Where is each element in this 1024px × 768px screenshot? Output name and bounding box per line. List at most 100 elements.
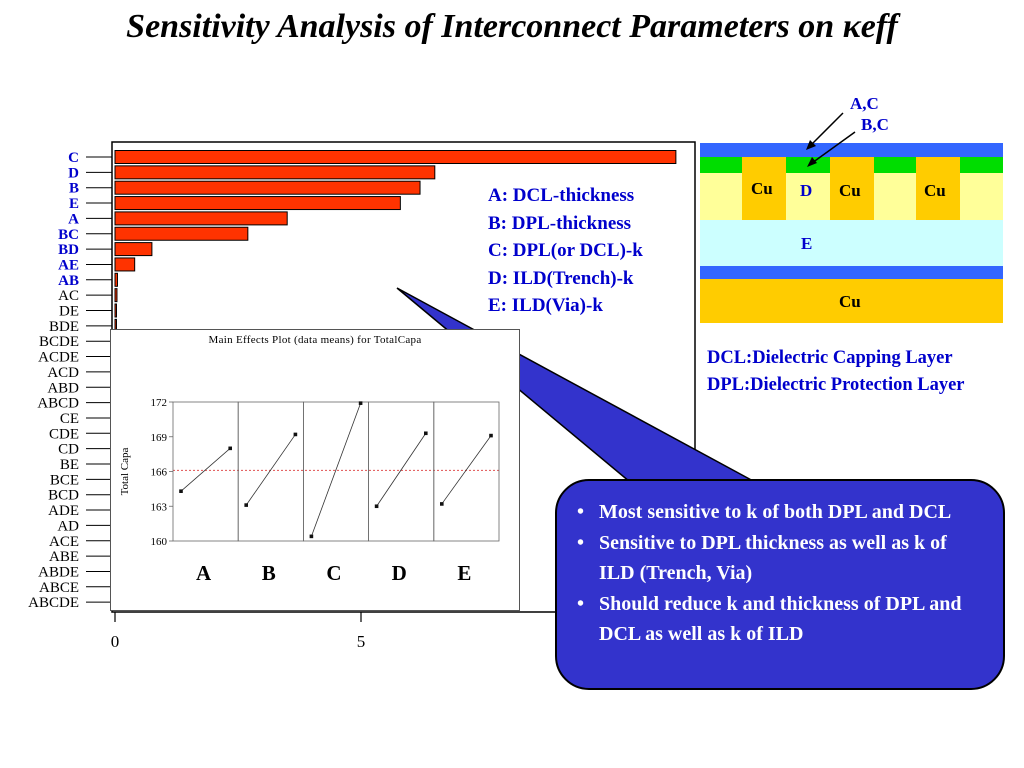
legend-item-e: E: ILD(Via)-k bbox=[488, 295, 603, 316]
category-label-acd: ACD bbox=[47, 365, 79, 381]
arrow-b-c bbox=[811, 131, 856, 164]
bar-ae bbox=[114, 257, 136, 272]
cu-bottom bbox=[700, 279, 1003, 323]
effect-panel-label-d: D bbox=[392, 561, 407, 585]
arrow-label-a-c: A,C bbox=[850, 94, 879, 113]
inset-y-axis-label: Total Capa bbox=[119, 447, 131, 495]
bar-ab bbox=[114, 272, 118, 287]
ild-via-layer bbox=[700, 220, 1003, 266]
effect-line-e bbox=[441, 435, 492, 505]
bar-d bbox=[114, 165, 436, 180]
category-label-bd: BD bbox=[58, 242, 79, 258]
definition-dpl: DPL:Dielectric Protection Layer bbox=[707, 375, 965, 395]
category-label-ade: ADE bbox=[48, 503, 79, 519]
category-label-abcd: ABCD bbox=[37, 396, 79, 412]
e-label: E bbox=[801, 234, 813, 253]
effect-line-c bbox=[311, 403, 361, 537]
category-label-bde: BDE bbox=[49, 319, 79, 335]
conclusion-callout: Most sensitive to k of both DPL and DCL … bbox=[555, 479, 1005, 690]
category-label-cde: CDE bbox=[49, 426, 79, 442]
category-label-ab: AB bbox=[58, 273, 79, 289]
category-label-bce: BCE bbox=[50, 472, 79, 488]
category-label-ae: AE bbox=[58, 257, 79, 273]
effect-point-a-high bbox=[228, 446, 232, 451]
effect-panel-frame bbox=[302, 401, 369, 542]
legend-item-c: C: DPL(or DCL)-k bbox=[488, 240, 643, 261]
arrow-label-b-c: B,C bbox=[861, 115, 889, 134]
bar-bd bbox=[114, 242, 153, 257]
x-tick-label-5: 5 bbox=[357, 632, 366, 651]
category-label-abd: ABD bbox=[47, 380, 79, 396]
category-label-b: B bbox=[69, 181, 79, 197]
definition-dcl: DCL:Dielectric Capping Layer bbox=[707, 348, 953, 368]
category-label-ce: CE bbox=[60, 411, 79, 427]
effect-panel-label-e: E bbox=[457, 561, 471, 585]
category-label-abce: ABCE bbox=[39, 580, 79, 596]
effect-panel-frame bbox=[433, 401, 500, 542]
arrow-a-c bbox=[809, 112, 844, 147]
main-effects-svg: 172 169 166 163 160 Total Capa A B C D E bbox=[119, 397, 500, 585]
cu-line-1 bbox=[742, 157, 786, 220]
cu-label-2: Cu bbox=[839, 181, 861, 200]
callout-bullet-3: Should reduce k and thickness of DPL and… bbox=[577, 589, 983, 650]
category-label-bc: BC bbox=[58, 227, 79, 243]
effect-point-d-low bbox=[374, 504, 379, 509]
category-label-bcde: BCDE bbox=[39, 334, 79, 350]
category-label-e: E bbox=[69, 196, 79, 212]
cu-line-2 bbox=[830, 157, 874, 220]
inset-y-tick-label: 172 bbox=[151, 397, 168, 409]
main-effects-plot: Main Effects Plot (data means) for Total… bbox=[110, 329, 520, 611]
category-label-abcde: ABCDE bbox=[28, 595, 79, 611]
bar-e bbox=[114, 196, 401, 211]
effect-point-e-high bbox=[489, 433, 493, 438]
slide-title: Sensitivity Analysis of Interconnect Par… bbox=[126, 8, 898, 45]
category-label-de: DE bbox=[59, 304, 79, 320]
legend-item-b: B: DPL-thickness bbox=[488, 212, 632, 234]
cross-section-diagram bbox=[700, 112, 1003, 323]
legend-item-d: D: ILD(Trench)-k bbox=[488, 267, 634, 289]
callout-bullet-1: Most sensitive to k of both DPL and DCL bbox=[577, 497, 983, 528]
effect-panel-label-b: B bbox=[262, 561, 276, 585]
effect-line-d bbox=[376, 433, 427, 507]
effect-point-c-high bbox=[358, 401, 363, 405]
category-label-cd: CD bbox=[58, 442, 79, 458]
effect-line-b bbox=[245, 434, 296, 506]
bar-c bbox=[114, 150, 677, 164]
layer-definitions: DCL:Dielectric Capping Layer DPL:Dielect… bbox=[707, 345, 965, 399]
cu-label-3: Cu bbox=[924, 181, 946, 200]
category-label-c: C bbox=[68, 150, 79, 166]
cu-label-1: Cu bbox=[751, 179, 773, 198]
bar-de bbox=[114, 303, 117, 318]
effect-panel-frame bbox=[368, 401, 435, 542]
category-label-acde: ACDE bbox=[38, 350, 79, 366]
effect-point-b-high bbox=[293, 432, 298, 437]
effect-point-a-low bbox=[179, 489, 183, 493]
inset-y-tick-label: 166 bbox=[151, 467, 168, 479]
effect-point-d-high bbox=[424, 431, 428, 436]
inset-y-tick-label: 160 bbox=[151, 536, 168, 548]
cap-layer-top bbox=[700, 143, 1003, 157]
category-label-a: A bbox=[68, 211, 79, 227]
bar-b bbox=[114, 180, 421, 195]
category-label-abde: ABDE bbox=[38, 564, 79, 580]
factor-legend: A: DCL-thickness B: DPL-thickness C: DPL… bbox=[488, 182, 643, 320]
effect-panel-frame bbox=[237, 401, 304, 542]
effect-line-a bbox=[180, 448, 231, 492]
category-label-ace: ACE bbox=[49, 534, 79, 550]
effect-panel-frame bbox=[172, 401, 239, 542]
category-label-bcd: BCD bbox=[48, 488, 79, 504]
d-label: D bbox=[800, 181, 813, 200]
arrowhead-b-c bbox=[807, 157, 817, 167]
cap-layer-bottom bbox=[700, 266, 1003, 279]
main-effects-title: Main Effects Plot (data means) for Total… bbox=[208, 334, 422, 346]
bar-ac bbox=[114, 288, 118, 303]
arrowhead-a-c bbox=[806, 140, 816, 150]
category-label-ad: AD bbox=[57, 518, 79, 534]
effect-point-e-low bbox=[440, 502, 444, 506]
effect-panel-label-c: C bbox=[326, 561, 341, 585]
category-label-abe: ABE bbox=[49, 549, 79, 565]
cu-line-3 bbox=[916, 157, 960, 220]
bar-bc bbox=[114, 226, 249, 241]
effect-point-b-low bbox=[244, 503, 248, 507]
effect-panel-label-a: A bbox=[196, 561, 212, 585]
